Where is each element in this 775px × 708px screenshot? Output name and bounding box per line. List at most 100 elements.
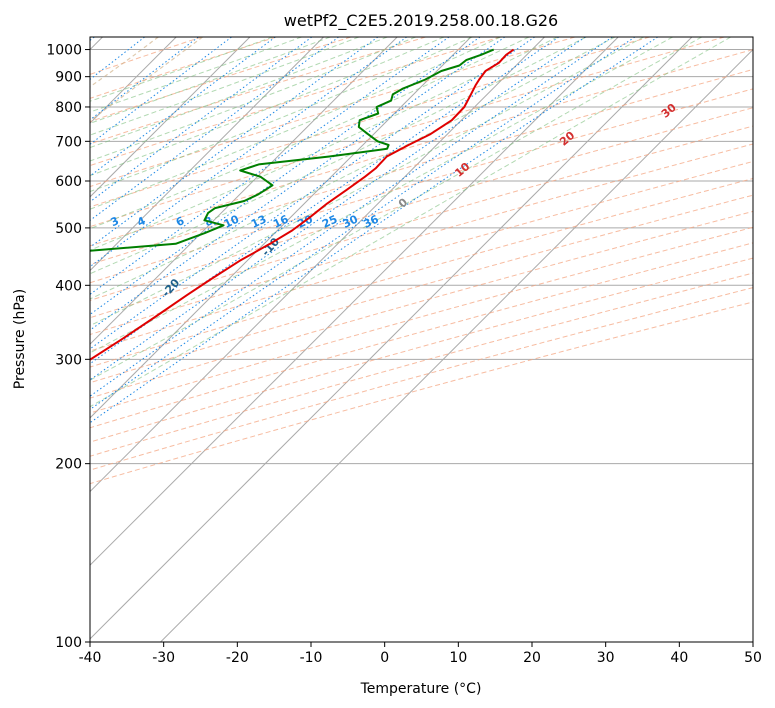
y-tick-label: 1000: [46, 43, 82, 59]
mixing-ratio-line: [90, 37, 658, 424]
x-tick-label: 0: [380, 650, 389, 666]
mixing-ratio-label: 30: [341, 212, 361, 230]
x-tick-label: -20: [226, 650, 249, 666]
chart-title: wetPf2_C2E5.2019.258.00.18.G26: [284, 11, 558, 31]
mixing-ratio-line: [90, 37, 313, 203]
mixing-ratio-line: [90, 37, 506, 331]
equivalent-potential-curve: [90, 37, 159, 88]
y-tick-label: 300: [55, 352, 82, 368]
y-tick-label: 600: [55, 174, 82, 190]
dry-adiabat: [90, 37, 426, 145]
mixing-ratio-label: 13: [249, 213, 268, 231]
x-tick-label: -10: [300, 650, 323, 666]
mixing-ratio-label: 6: [174, 214, 187, 229]
dry-adiabat: [90, 125, 753, 319]
moist-adiabat: [90, 37, 331, 124]
y-tick-label: 900: [55, 70, 82, 86]
dry-adiabat: [90, 37, 351, 123]
x-tick-label: 30: [597, 650, 615, 666]
dry-adiabat: [90, 68, 753, 266]
mixing-ratio-line: [90, 37, 407, 268]
mixing-ratio-label: 25: [320, 213, 339, 231]
temperature-profile: [90, 48, 515, 361]
x-tick-label: 10: [449, 650, 467, 666]
dry-adiabat: [90, 37, 501, 167]
dry-adiabat-label: 30: [659, 101, 679, 121]
dry-adiabat: [90, 37, 576, 188]
moist-adiabat: [90, 37, 302, 113]
isotherm: [90, 37, 324, 272]
y-tick-label: 800: [55, 100, 82, 116]
dry-adiabat-label: 10: [452, 160, 472, 180]
isotherm: [90, 37, 693, 640]
y-tick-label: 400: [55, 278, 82, 294]
moist-adiabat-label: -20: [159, 276, 182, 300]
x-axis-label: Temperature (°C): [360, 681, 482, 697]
dry-adiabat-label: 40: [758, 76, 775, 96]
dry-adiabat: [90, 226, 753, 414]
y-axis-label: Pressure (hPa): [12, 289, 28, 389]
moist-adiabat: [90, 37, 416, 162]
dry-adiabat-label: 20: [557, 129, 577, 149]
moist-adiabat: [90, 37, 473, 193]
moist-adiabat: [90, 37, 360, 136]
moist-adiabat: [90, 37, 673, 354]
mixing-ratio-label: 1: [14, 214, 26, 229]
dry-adiabat: [90, 257, 753, 443]
y-tick-label: 700: [55, 134, 82, 150]
mixing-ratio-line: [90, 37, 613, 397]
mixing-ratio-line: [90, 37, 450, 295]
y-axis-ticks: 100 200 300 400 500 600 700 800 900 1000: [46, 43, 90, 651]
isotherm: [90, 37, 619, 566]
y-tick-label: 100: [55, 635, 82, 651]
mixing-ratio-label: 10: [222, 212, 242, 230]
dry-adiabat: [90, 37, 202, 75]
plot-frame: [89, 36, 754, 643]
dry-adiabat: [90, 272, 753, 457]
background-lines: [90, 37, 753, 642]
moist-adiabat: [90, 37, 616, 300]
mixing-ratio-line: [90, 37, 560, 365]
x-tick-label: -40: [79, 650, 102, 666]
isotherm: [160, 48, 753, 642]
moist-adiabat: [90, 37, 501, 210]
x-tick-label: -30: [152, 650, 175, 666]
sounding-profiles: [90, 48, 515, 361]
x-tick-label: 40: [670, 650, 688, 666]
mixing-ratio-line: [90, 37, 199, 121]
mixing-ratio-label: 3: [108, 214, 120, 229]
dewpoint-profile: [90, 48, 495, 252]
y-tick-label: 500: [55, 221, 82, 237]
dry-adiabat: [90, 160, 753, 352]
isotherm: [90, 37, 251, 198]
y-tick-label: 200: [55, 457, 82, 473]
moist-adiabat: [90, 37, 558, 251]
equivalent-potential-curve: [90, 37, 203, 122]
mixing-ratio-line: [90, 37, 339, 222]
isotherm: [90, 37, 472, 419]
dry-adiabat: [90, 301, 753, 485]
dry-adiabat: [90, 242, 753, 429]
dry-adiabat: [90, 37, 725, 228]
mixing-ratio-line: [90, 37, 586, 381]
line-labels: 0.10.20.40.611.5234681013162025303610203…: [14, 76, 775, 341]
x-tick-label: 50: [744, 650, 762, 666]
dry-adiabat: [90, 287, 753, 471]
moist-adiabat: [90, 37, 273, 102]
moist-adiabat-label: -30: [60, 317, 83, 341]
isotherm: [90, 37, 398, 345]
x-tick-label: 20: [523, 650, 541, 666]
dry-adiabat: [90, 210, 753, 399]
mixing-ratio-label: 16: [271, 212, 291, 230]
dry-adiabat: [90, 107, 753, 301]
moist-adiabat: [90, 37, 530, 230]
x-axis-ticks: -40 -30 -20 -10 0 10 20 30 40 50: [79, 642, 762, 666]
moist-adiabat: [90, 37, 388, 149]
mixing-ratio-label: 4: [135, 214, 148, 229]
moist-adiabat: [90, 37, 702, 381]
moist-adiabat: [90, 37, 445, 177]
dry-adiabat: [90, 37, 650, 208]
moist-adiabat: [90, 37, 644, 327]
mixing-ratio-label: 36: [361, 212, 381, 230]
